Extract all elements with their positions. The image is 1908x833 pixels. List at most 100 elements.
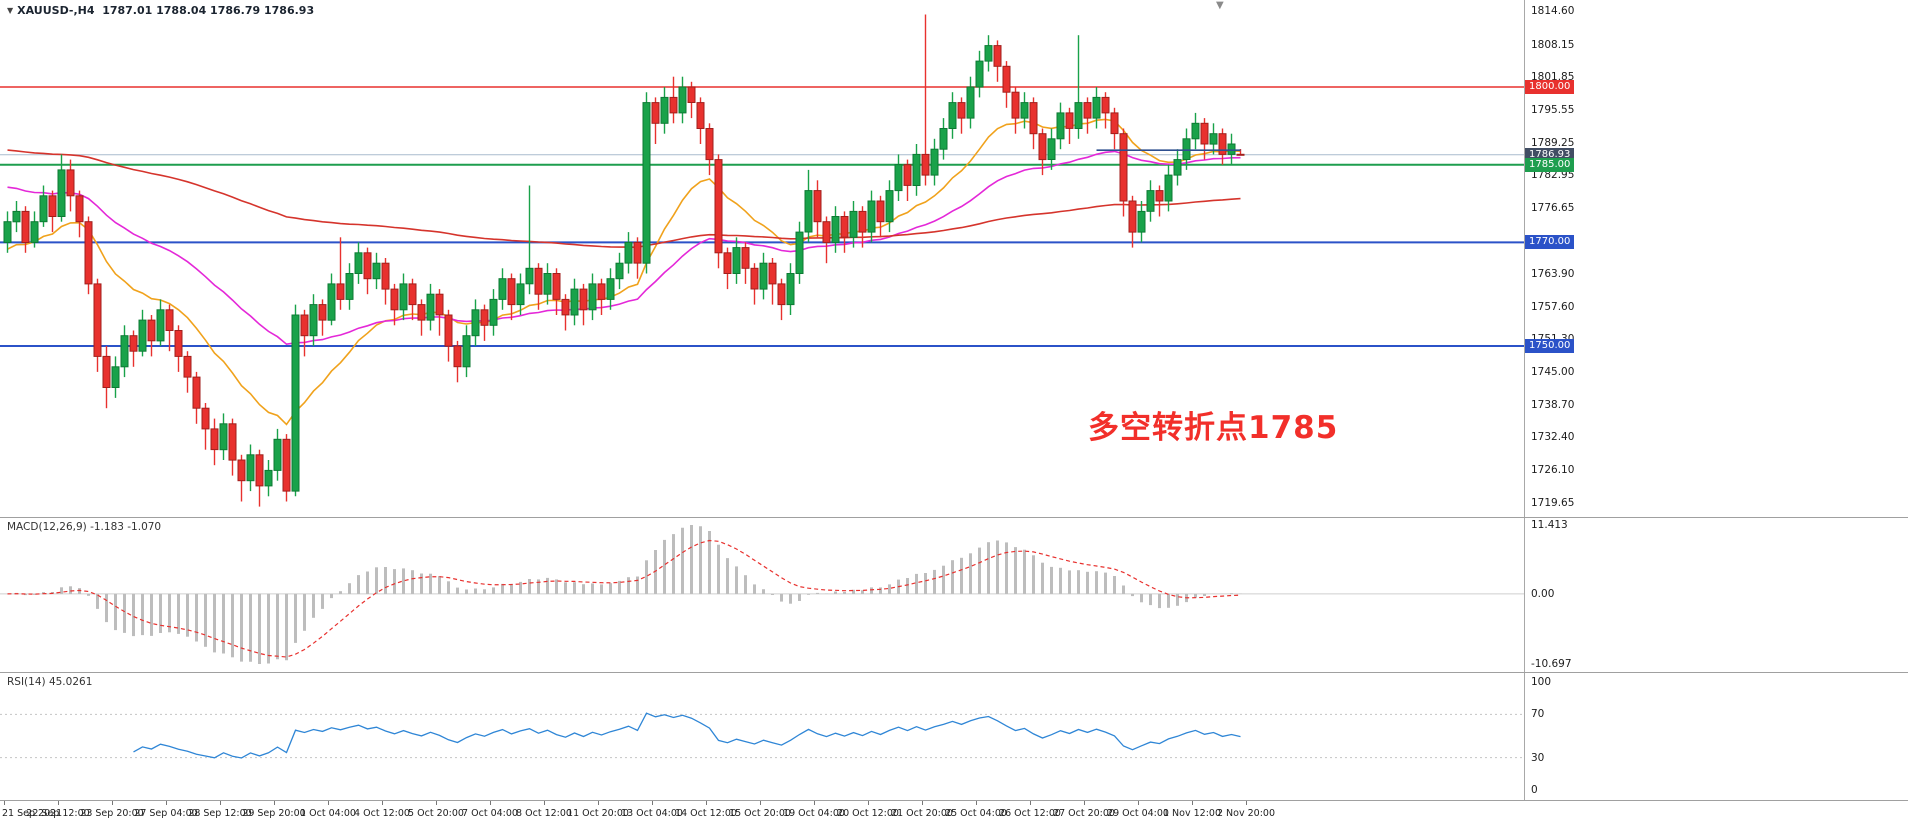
candle[interactable] xyxy=(975,50,984,98)
candle[interactable] xyxy=(615,252,624,290)
candle[interactable] xyxy=(822,216,831,264)
candle[interactable] xyxy=(336,237,345,310)
candle[interactable] xyxy=(1020,92,1029,129)
candle[interactable] xyxy=(327,273,336,326)
candle[interactable] xyxy=(1227,133,1236,165)
candle[interactable] xyxy=(1056,102,1065,150)
candle[interactable] xyxy=(966,76,975,129)
candle[interactable] xyxy=(471,299,480,346)
candle[interactable] xyxy=(606,268,615,310)
candle[interactable] xyxy=(534,263,543,310)
candle[interactable] xyxy=(849,201,858,248)
rsi-pane[interactable] xyxy=(0,672,1524,800)
candle[interactable] xyxy=(660,87,669,134)
candle[interactable] xyxy=(1092,87,1101,129)
candle[interactable] xyxy=(156,299,165,346)
candle[interactable] xyxy=(39,185,48,227)
candle[interactable] xyxy=(939,118,948,160)
candle[interactable] xyxy=(192,371,201,424)
candle[interactable] xyxy=(957,97,966,134)
candle[interactable] xyxy=(750,263,759,305)
candle[interactable] xyxy=(75,190,84,238)
candle[interactable] xyxy=(714,154,723,269)
price-axis[interactable]: 1814.60 1808.15 1801.85 1795.55 1789.25 1782.… xyxy=(1524,0,1908,833)
candle[interactable] xyxy=(732,237,741,284)
candle[interactable] xyxy=(1101,92,1110,129)
candle[interactable] xyxy=(651,97,660,144)
candle[interactable] xyxy=(84,216,93,295)
rsi-line[interactable] xyxy=(133,712,1241,759)
candle[interactable] xyxy=(813,180,822,238)
candle[interactable] xyxy=(1029,97,1038,150)
candle[interactable] xyxy=(642,92,651,274)
candle[interactable] xyxy=(309,294,318,346)
candle[interactable] xyxy=(777,278,786,321)
candle[interactable] xyxy=(1137,201,1146,243)
candle[interactable] xyxy=(759,252,768,300)
ma-magenta-line[interactable] xyxy=(7,150,1241,346)
candle[interactable] xyxy=(210,418,219,466)
candle[interactable] xyxy=(345,263,354,310)
ma-red-line[interactable] xyxy=(7,149,1241,249)
candle[interactable] xyxy=(147,315,156,357)
candle[interactable] xyxy=(696,97,705,144)
candle[interactable] xyxy=(399,273,408,321)
candle[interactable] xyxy=(921,14,930,186)
candle[interactable] xyxy=(1128,195,1137,248)
candle[interactable] xyxy=(768,258,777,305)
candle[interactable] xyxy=(552,268,561,315)
candle[interactable] xyxy=(1083,97,1092,134)
candle[interactable] xyxy=(561,294,570,331)
candle[interactable] xyxy=(111,356,120,398)
candle[interactable] xyxy=(588,273,597,321)
candle[interactable] xyxy=(219,413,228,460)
candle[interactable] xyxy=(633,237,642,279)
candle[interactable] xyxy=(462,325,471,378)
main-price-pane[interactable] xyxy=(0,0,1524,517)
candle[interactable] xyxy=(687,81,696,119)
candle[interactable] xyxy=(507,273,516,321)
candle[interactable] xyxy=(1191,112,1200,150)
candle[interactable] xyxy=(993,40,1002,82)
candle[interactable] xyxy=(417,299,426,336)
candle[interactable] xyxy=(1002,61,1011,108)
candle[interactable] xyxy=(255,449,264,507)
candle[interactable] xyxy=(30,211,39,248)
candle[interactable] xyxy=(138,309,147,357)
time-axis[interactable]: 21 Sep 2021 22 Sep 12:00 23 Sep 20:00 27 Se… xyxy=(0,800,1908,833)
candle[interactable] xyxy=(201,403,210,450)
candle[interactable] xyxy=(831,206,840,253)
candle[interactable] xyxy=(804,169,813,243)
candle[interactable] xyxy=(840,211,849,253)
candle[interactable] xyxy=(885,180,894,233)
candle[interactable] xyxy=(741,242,750,284)
candle[interactable] xyxy=(3,211,12,253)
candle[interactable] xyxy=(246,444,255,492)
pane-divider-rsi[interactable] xyxy=(0,672,1908,673)
candle[interactable] xyxy=(480,304,489,341)
candle[interactable] xyxy=(381,258,390,305)
candle[interactable] xyxy=(570,278,579,326)
candle[interactable] xyxy=(498,268,507,310)
candle[interactable] xyxy=(435,289,444,336)
candle[interactable] xyxy=(1047,128,1056,170)
candle[interactable] xyxy=(678,76,687,124)
candle[interactable] xyxy=(948,92,957,139)
candle[interactable] xyxy=(1065,107,1074,144)
candle[interactable] xyxy=(1155,185,1164,217)
candle[interactable] xyxy=(120,325,129,378)
candle[interactable] xyxy=(174,325,183,372)
candle[interactable] xyxy=(453,340,462,383)
macd-signal-line[interactable] xyxy=(7,539,1241,658)
candle[interactable] xyxy=(93,278,102,372)
candle[interactable] xyxy=(894,154,903,201)
candle[interactable] xyxy=(291,304,300,497)
candle[interactable] xyxy=(363,247,372,295)
candle[interactable] xyxy=(579,283,588,326)
candle[interactable] xyxy=(300,309,309,357)
pane-divider-macd[interactable] xyxy=(0,517,1908,518)
candle[interactable] xyxy=(57,154,66,222)
candle[interactable] xyxy=(129,330,138,367)
candle[interactable] xyxy=(66,159,75,212)
candle[interactable] xyxy=(1200,118,1209,160)
